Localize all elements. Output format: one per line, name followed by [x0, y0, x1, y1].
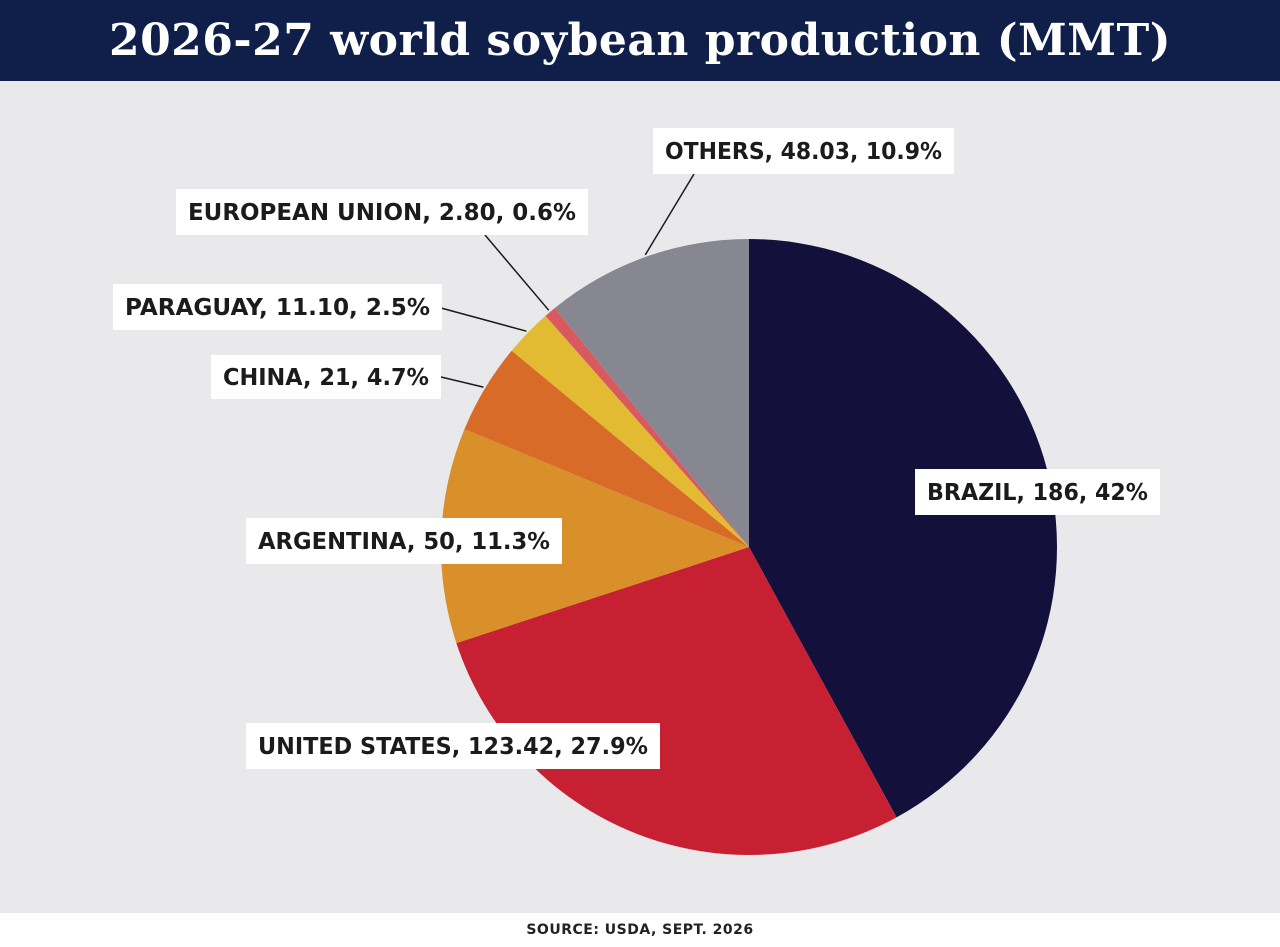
- chart-title: 2026-27 world soybean production (MMT): [108, 15, 1172, 66]
- data-label-box: [653, 128, 954, 174]
- pie-slice-united-states: [456, 547, 897, 855]
- leader-line-others: [644, 173, 695, 256]
- data-label-china: CHINA, 21, 4.7%: [211, 355, 441, 399]
- data-label-united-states: UNITED STATES, 123.42, 27.9%: [246, 723, 660, 769]
- source-note: SOURCE: USDA, SEPT. 2026: [526, 922, 754, 938]
- data-label-box: [176, 189, 588, 235]
- leader-line-china: [440, 376, 484, 388]
- data-label-box: [211, 355, 441, 399]
- pie-slice-others: [554, 239, 749, 547]
- data-label-brazil: BRAZIL, 186, 42%: [915, 469, 1160, 515]
- data-label-paraguay: PARAGUAY, 11.10, 2.5%: [113, 284, 442, 330]
- data-label-argentina: ARGENTINA, 50, 11.3%: [246, 518, 562, 564]
- data-label-text: ARGENTINA, 50, 11.3%: [258, 529, 550, 555]
- data-label-box: [246, 723, 660, 769]
- leader-line-european-union: [484, 234, 550, 311]
- leader-line-paraguay: [440, 307, 527, 332]
- leader-lines: [440, 173, 695, 388]
- data-label-box: [113, 284, 442, 330]
- data-label-box: [915, 469, 1160, 515]
- pie-slice-argentina: [440, 429, 749, 644]
- data-label-text: EUROPEAN UNION, 2.80, 0.6%: [188, 200, 576, 226]
- pie-slices: [440, 239, 1057, 855]
- data-label-box: [246, 518, 562, 564]
- pie-slice-china: [464, 350, 749, 547]
- data-label-european-union: EUROPEAN UNION, 2.80, 0.6%: [176, 189, 588, 235]
- data-label-others: OTHERS, 48.03, 10.9%: [653, 128, 954, 174]
- pie-slice-brazil: [749, 239, 1057, 818]
- pie-slice-european-union: [545, 307, 749, 547]
- data-label-text: CHINA, 21, 4.7%: [223, 365, 429, 391]
- data-label-text: UNITED STATES, 123.42, 27.9%: [258, 734, 648, 760]
- data-label-text: PARAGUAY, 11.10, 2.5%: [125, 295, 430, 321]
- pie-slice-paraguay: [511, 315, 749, 547]
- title-bar: 2026-27 world soybean production (MMT): [0, 0, 1280, 81]
- data-label-text: BRAZIL, 186, 42%: [927, 480, 1148, 506]
- data-label-text: OTHERS, 48.03, 10.9%: [665, 139, 942, 165]
- slice-labels: BRAZIL, 186, 42% UNITED STATES, 123.42, 2…: [113, 128, 1160, 769]
